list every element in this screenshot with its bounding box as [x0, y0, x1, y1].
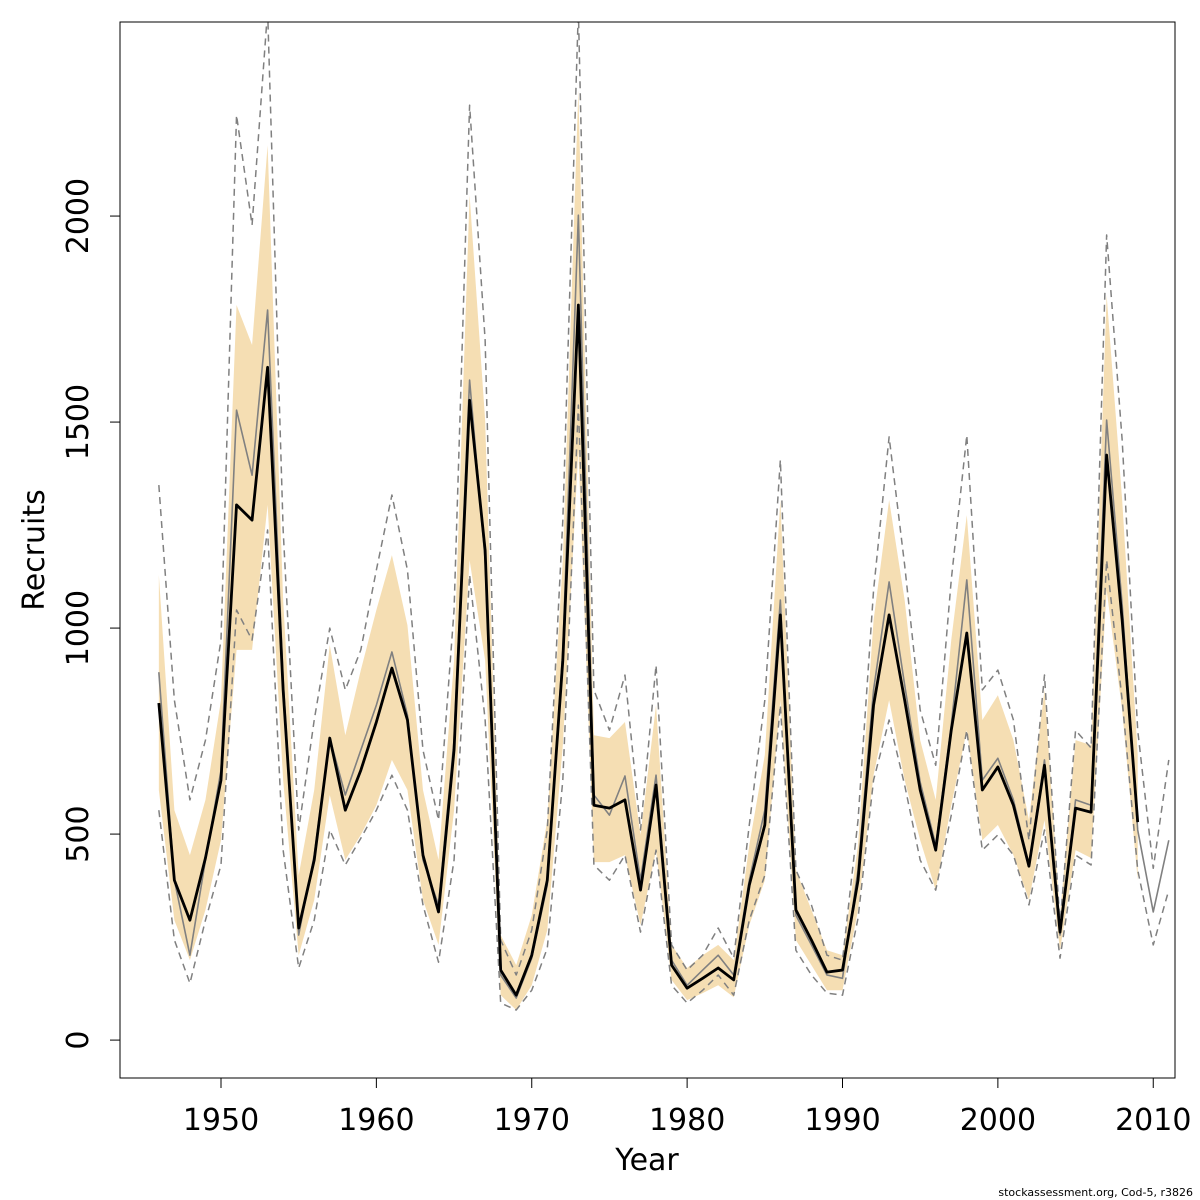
- plot-frame: [119, 21, 1176, 1079]
- y-tick-label: 1000: [61, 590, 96, 666]
- plot-area: [157, 22, 1170, 1011]
- x-axis-label: Year: [614, 1143, 679, 1178]
- y-tick-label: 1500: [61, 384, 96, 460]
- footnote: stockassessment.org, Cod-5, r3826: [998, 1186, 1193, 1199]
- interval-line: [158, 22, 1170, 976]
- x-tick-label: 2000: [960, 1103, 1036, 1138]
- x-tick-label: 1990: [804, 1103, 880, 1138]
- interval-line: [158, 404, 1170, 1011]
- x-tick-label: 1960: [338, 1103, 414, 1138]
- y-tick-label: 0: [61, 1031, 96, 1050]
- series-line: [157, 303, 1140, 997]
- y-axis-label: Recruits: [17, 489, 52, 611]
- x-tick-label: 1950: [183, 1103, 259, 1138]
- x-tick-label: 1980: [649, 1103, 725, 1138]
- x-tick-label: 2010: [1115, 1103, 1191, 1138]
- y-tick-label: 500: [61, 805, 96, 862]
- x-tick-label: 1970: [494, 1103, 570, 1138]
- y-tick-label: 2000: [61, 178, 96, 254]
- confidence-band: [158, 89, 1138, 1011]
